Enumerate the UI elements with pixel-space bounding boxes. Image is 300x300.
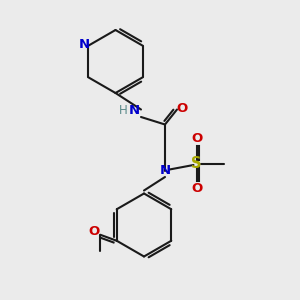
Text: O: O xyxy=(191,132,202,146)
Text: S: S xyxy=(191,156,202,171)
Text: H: H xyxy=(118,104,127,117)
Text: N: N xyxy=(79,38,90,51)
Text: O: O xyxy=(177,101,188,115)
Text: N: N xyxy=(129,104,140,117)
Text: O: O xyxy=(191,182,202,195)
Text: N: N xyxy=(159,164,171,178)
Text: O: O xyxy=(88,225,100,238)
